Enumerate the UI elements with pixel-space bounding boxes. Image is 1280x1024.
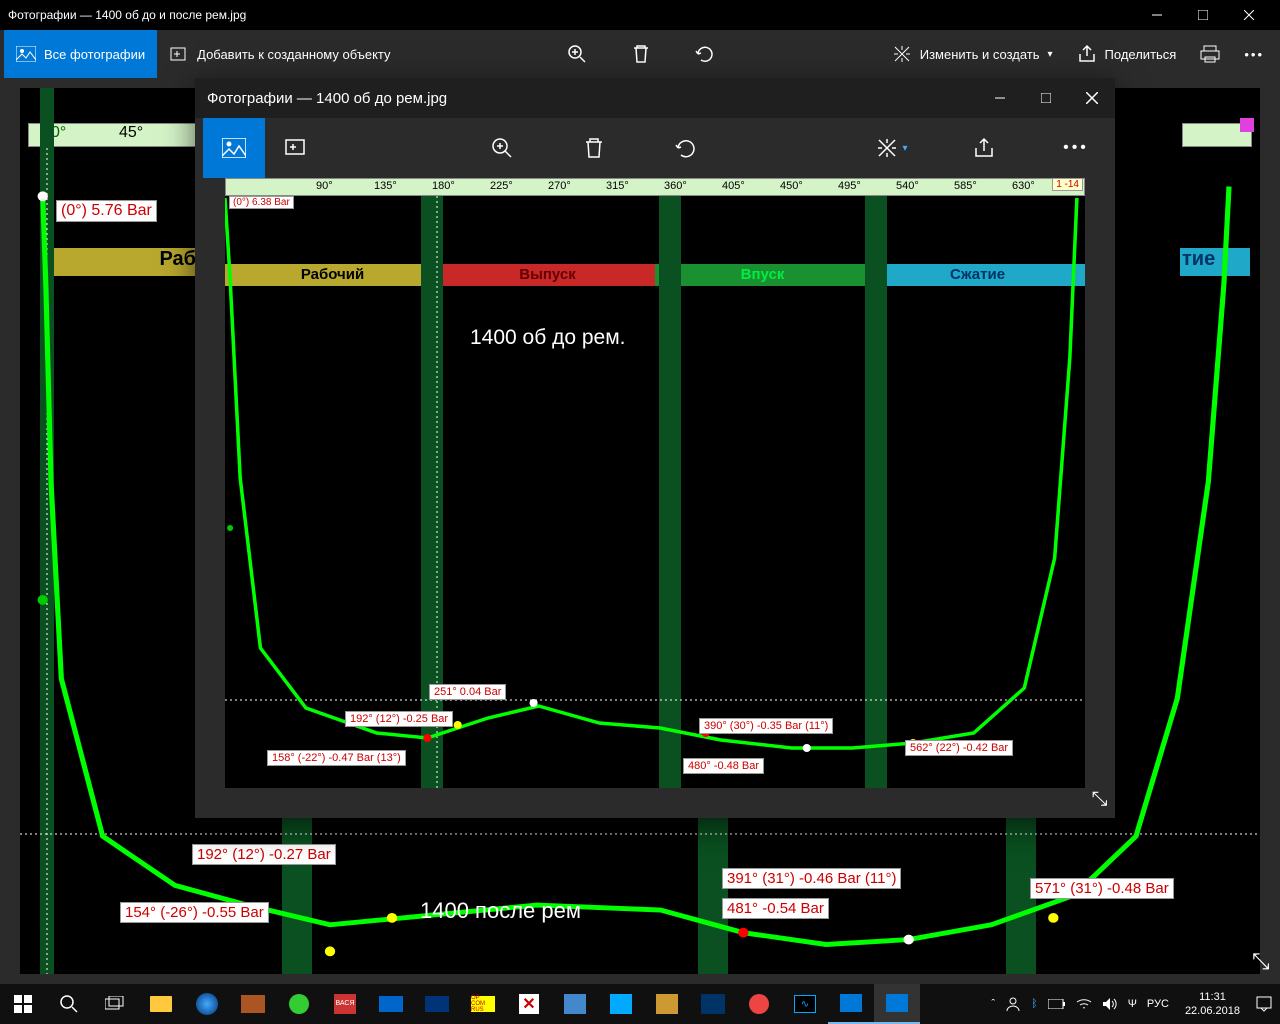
add-object-icon xyxy=(169,44,189,64)
minimize-button[interactable] xyxy=(1134,0,1180,30)
inner-delete-button[interactable] xyxy=(563,118,625,178)
more-icon: ••• xyxy=(1063,139,1089,157)
photos-inner-window: Фотографии — 1400 об до рем.jpg ▾ ••• 90… xyxy=(195,78,1115,818)
inner-titlebar: Фотографии — 1400 об до рем.jpg xyxy=(195,78,1115,118)
inner-label-1: 251° 0.04 Bar xyxy=(429,684,506,700)
app-7[interactable]: OP COM RUS xyxy=(460,984,506,1024)
chevron-down-icon: ▾ xyxy=(902,143,907,154)
inner-photo-button[interactable] xyxy=(203,118,265,178)
close-button[interactable] xyxy=(1226,0,1272,30)
inner-more-button[interactable]: ••• xyxy=(1045,118,1107,178)
tray-notifications-icon[interactable] xyxy=(1256,996,1272,1012)
inner-toolbar: ▾ ••• xyxy=(195,118,1115,178)
app-9[interactable] xyxy=(552,984,598,1024)
rotate-icon xyxy=(695,44,715,64)
inner-chart-area: 90°135°180°225°270°315°360°405°450°495°5… xyxy=(195,178,1115,818)
share-button[interactable]: Поделиться xyxy=(1065,30,1189,78)
bg-label-3: 391° (31°) -0.46 Bar (11°) xyxy=(722,868,901,889)
all-photos-label: Все фотографии xyxy=(44,47,145,62)
app-12[interactable] xyxy=(690,984,736,1024)
opera-button[interactable] xyxy=(736,984,782,1024)
inner-label-6: 562° (22°) -0.42 Bar xyxy=(905,740,1013,756)
bg-label-peak: (0°) 5.76 Bar xyxy=(56,200,157,222)
tray-time: 11:31 xyxy=(1185,990,1240,1004)
share-icon xyxy=(1077,44,1097,64)
maximize-button[interactable] xyxy=(1180,0,1226,30)
more-icon: ••• xyxy=(1244,47,1264,62)
inner-edit-button[interactable]: ▾ xyxy=(861,118,923,178)
inner-close-button[interactable] xyxy=(1069,78,1115,118)
tray-usb-icon[interactable]: Ψ xyxy=(1128,998,1137,1010)
app-13[interactable]: ∿ xyxy=(782,984,828,1024)
chevron-down-icon: ▾ xyxy=(1048,49,1053,60)
rotate-button[interactable] xyxy=(683,44,727,64)
inner-zoom-button[interactable] xyxy=(471,118,533,178)
main-title: Фотографии — 1400 об до и после рем.jpg xyxy=(8,8,1134,22)
inner-label-2: 192° (12°) -0.25 Bar xyxy=(345,711,453,727)
app-3[interactable] xyxy=(276,984,322,1024)
system-tray: ˆ ᛒ Ψ РУС 11:31 22.06.2018 xyxy=(991,990,1280,1018)
inner-label-3: 158° (-22°) -0.47 Bar (13°) xyxy=(267,750,406,766)
inner-share-button[interactable] xyxy=(953,118,1015,178)
edit-create-button[interactable]: Изменить и создать ▾ xyxy=(880,30,1065,78)
tray-wifi-icon[interactable] xyxy=(1076,998,1092,1010)
resize-grip-icon[interactable]: ⤢ xyxy=(1248,952,1274,970)
inner-add-button[interactable] xyxy=(265,118,327,178)
main-titlebar: Фотографии — 1400 об до и после рем.jpg xyxy=(0,0,1280,30)
app-1[interactable] xyxy=(184,984,230,1024)
bg-label-4: 481° -0.54 Bar xyxy=(722,898,829,919)
photos-task-1[interactable] xyxy=(828,984,874,1024)
search-button[interactable] xyxy=(46,984,92,1024)
inner-maximize-button[interactable] xyxy=(1023,78,1069,118)
delete-button[interactable] xyxy=(619,44,663,64)
tray-chevron-icon[interactable]: ˆ xyxy=(991,998,995,1010)
bg-label-2: 154° (-26°) -0.55 Bar xyxy=(120,902,269,923)
bg-label-5: 571° (31°) -0.48 Bar xyxy=(1030,878,1174,899)
app-4[interactable]: ВАСЯ xyxy=(322,984,368,1024)
app-2[interactable] xyxy=(230,984,276,1024)
app-11[interactable] xyxy=(644,984,690,1024)
app-10[interactable] xyxy=(598,984,644,1024)
all-photos-button[interactable]: Все фотографии xyxy=(4,30,157,78)
print-icon xyxy=(1200,44,1220,64)
inner-rotate-button[interactable] xyxy=(655,118,717,178)
zoom-button[interactable] xyxy=(555,44,599,64)
tray-volume-icon[interactable] xyxy=(1102,997,1118,1011)
tray-battery-icon[interactable] xyxy=(1048,999,1066,1009)
inner-label-5: 480° -0.48 Bar xyxy=(683,758,764,774)
photos-task-2[interactable] xyxy=(874,984,920,1024)
print-button[interactable] xyxy=(1188,30,1232,78)
app-8[interactable]: ✕ xyxy=(506,984,552,1024)
inner-curve xyxy=(225,178,1085,788)
add-to-object-button[interactable]: Добавить к созданному объекту xyxy=(157,30,402,78)
inner-label-4: 390° (30°) -0.35 Bar (11°) xyxy=(699,718,833,734)
inner-chart-title: 1400 об до рем. xyxy=(470,326,626,350)
trash-icon xyxy=(631,44,651,64)
bg-label-1: 192° (12°) -0.27 Bar xyxy=(192,844,336,865)
share-label: Поделиться xyxy=(1105,47,1177,62)
more-button[interactable]: ••• xyxy=(1232,30,1276,78)
edit-icon xyxy=(892,44,912,64)
tray-clock[interactable]: 11:31 22.06.2018 xyxy=(1179,990,1246,1018)
add-to-object-label: Добавить к созданному объекту xyxy=(197,47,390,62)
app-5[interactable] xyxy=(368,984,414,1024)
explorer-button[interactable] xyxy=(138,984,184,1024)
taskbar: ВАСЯ OP COM RUS ✕ ∿ ˆ ᛒ Ψ РУС 11:31 22.0… xyxy=(0,984,1280,1024)
taskview-button[interactable] xyxy=(92,984,138,1024)
start-button[interactable] xyxy=(0,984,46,1024)
photo-icon xyxy=(16,44,36,64)
zoom-icon xyxy=(567,44,587,64)
tray-date: 22.06.2018 xyxy=(1185,1004,1240,1018)
tray-people-icon[interactable] xyxy=(1005,996,1021,1012)
main-toolbar: Все фотографии Добавить к созданному объ… xyxy=(0,30,1280,78)
app-6[interactable] xyxy=(414,984,460,1024)
tray-bluetooth-icon[interactable]: ᛒ xyxy=(1031,998,1038,1010)
inner-minimize-button[interactable] xyxy=(977,78,1023,118)
tray-lang[interactable]: РУС xyxy=(1147,998,1169,1010)
inner-title: Фотографии — 1400 об до рем.jpg xyxy=(207,90,977,107)
inner-resize-grip-icon[interactable]: ⤢ xyxy=(1088,791,1111,807)
bg-chart-title: 1400 после рем xyxy=(420,898,581,924)
edit-create-label: Изменить и создать xyxy=(920,47,1040,62)
inner-chart-canvas: 90°135°180°225°270°315°360°405°450°495°5… xyxy=(225,178,1085,788)
